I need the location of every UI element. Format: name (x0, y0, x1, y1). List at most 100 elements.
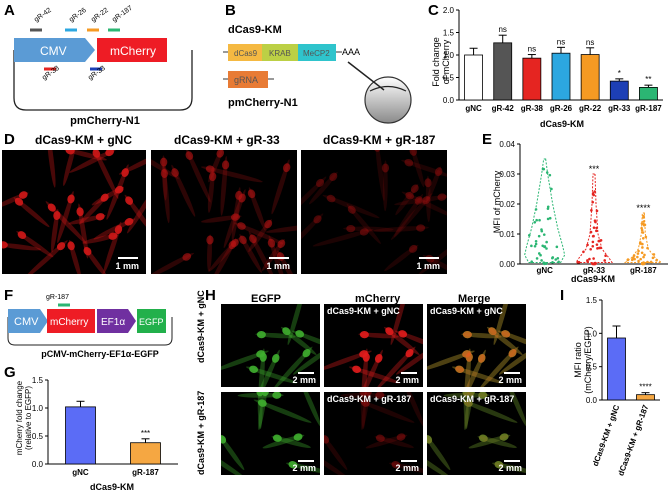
violin-point (540, 228, 543, 231)
larva-body (237, 392, 284, 398)
guide-label-gr38: gR-38 (41, 65, 61, 82)
c-xtitle: dCas9-KM (540, 119, 584, 129)
larva-head (230, 213, 240, 221)
panel-b-constructs: dCas9-KM dCas9 KRAB MeCP2 AAA gRNA pmChe… (223, 24, 412, 124)
y-tick-label: 0.5 (586, 363, 598, 372)
y-tick-label: 0.02 (499, 200, 515, 209)
violin-point (595, 243, 599, 246)
larva (291, 330, 320, 352)
larva-body (493, 304, 512, 346)
violin-point (633, 257, 636, 261)
larva (498, 345, 526, 375)
larva-head (346, 225, 356, 233)
larva-head (313, 215, 322, 224)
c-ylabel-line1: Fold change (431, 37, 441, 87)
larva-body (443, 392, 490, 398)
larva (253, 349, 280, 387)
larva-body (464, 392, 474, 431)
violin-point (538, 218, 541, 222)
violin-point (535, 218, 538, 222)
violin-point (643, 223, 647, 227)
violin-point (533, 244, 537, 248)
larva (373, 224, 429, 233)
larva-body (498, 345, 526, 375)
f-guide-label: gR-187 (46, 294, 69, 301)
panel-letter-f: F (4, 287, 14, 304)
larva-head (185, 151, 194, 160)
larva (384, 244, 419, 272)
y-tick-label: 1.5 (32, 376, 44, 385)
i-ylabel-line2: (mCherry/EGFP) (583, 326, 593, 394)
larva-body (365, 434, 408, 449)
larva-body (478, 346, 519, 387)
larva (262, 433, 305, 449)
larva-body (394, 193, 424, 238)
larva-body (162, 164, 170, 224)
larva-head (239, 235, 247, 245)
bar-gR-26 (551, 52, 571, 101)
larva-body (258, 348, 265, 387)
violin-point (556, 256, 560, 260)
violin-point (649, 260, 653, 264)
larva (478, 346, 519, 387)
x-label-gR-187: gR-187 (635, 104, 662, 113)
violin-point (595, 209, 599, 213)
violin-point (596, 247, 599, 250)
larva (82, 232, 119, 244)
larva (220, 155, 230, 216)
larva-body (245, 366, 297, 384)
larva (459, 399, 518, 423)
x-label-gR-33: gR-33 (583, 266, 606, 275)
larva-head (67, 194, 75, 204)
violin-point (542, 233, 546, 236)
larva (160, 164, 170, 224)
larva-body (427, 448, 455, 475)
larva-head (360, 399, 370, 407)
larva-body (360, 392, 366, 430)
panel-letter-g: G (4, 364, 16, 381)
larva-head (100, 193, 109, 202)
violin-point (530, 244, 533, 248)
violin-point (534, 208, 538, 211)
d-label-gnc: dCas9-KM + gNC (35, 133, 133, 147)
larva-head (427, 435, 433, 444)
larva-head (65, 150, 75, 155)
larva (92, 150, 119, 199)
larva (124, 194, 146, 235)
larva-body (373, 226, 429, 233)
violin-point (642, 220, 646, 223)
larva-head (352, 365, 362, 373)
violin-point (637, 259, 640, 263)
larva (348, 365, 400, 384)
h-scale-merge-gr187: 2 mm (498, 463, 522, 473)
y-tick-label: 1.0 (32, 404, 44, 413)
larva-head (160, 169, 168, 179)
larva-body (253, 399, 312, 423)
larva-body (309, 171, 338, 205)
larva-body (410, 150, 425, 188)
larva (409, 150, 425, 188)
larva-body (390, 193, 433, 241)
violin-point (540, 259, 543, 262)
larva-body (324, 433, 348, 471)
larva-head (437, 193, 447, 201)
larva (401, 191, 447, 218)
violin-point (641, 242, 644, 246)
cmv-promoter-arrow (14, 38, 95, 62)
sig-dCas9-KM + gR-187: **** (639, 383, 651, 392)
larva-head (216, 150, 224, 158)
larva-head (114, 185, 124, 194)
larva-body (127, 186, 146, 234)
larva-body (268, 235, 286, 274)
h-header-mcherry: mCherry (355, 293, 401, 305)
larva (443, 392, 490, 399)
larva-body (93, 218, 136, 240)
larva-body (265, 223, 297, 233)
violin-point (640, 251, 644, 255)
larva-body (464, 348, 471, 387)
larva-body (463, 392, 469, 430)
larva-body (277, 250, 297, 274)
y-tick-label: 0.0 (32, 460, 44, 469)
sig-gR-33: *** (589, 164, 600, 174)
larva-head (272, 434, 282, 442)
